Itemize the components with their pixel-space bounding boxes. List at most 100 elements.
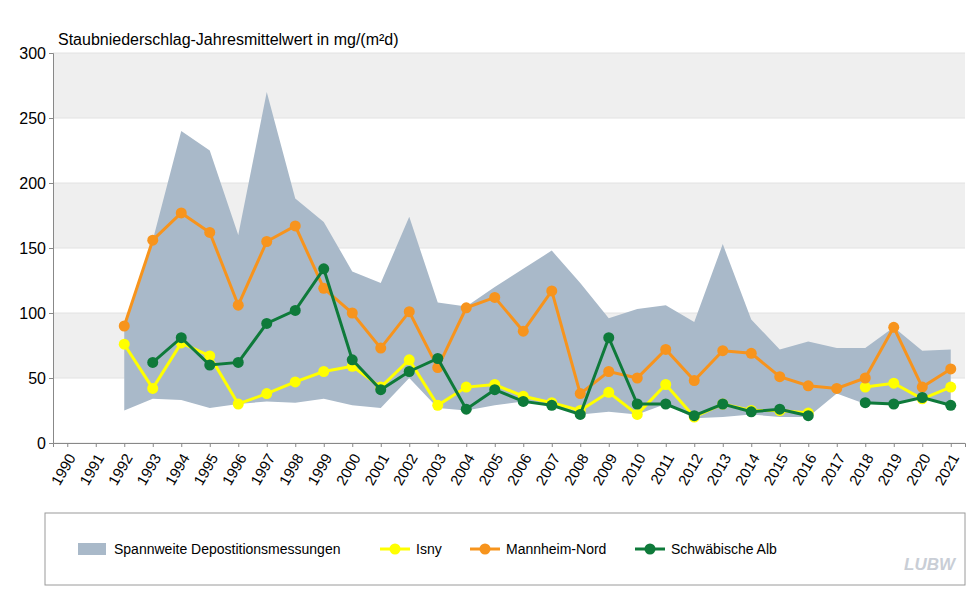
x-tick-mark [409, 443, 410, 447]
series-marker [888, 399, 899, 410]
x-tick-mark [324, 443, 325, 447]
x-tick: 2011 [647, 443, 678, 487]
x-tick-label: 2003 [418, 451, 449, 488]
series-marker [746, 348, 757, 359]
series-marker [147, 383, 158, 394]
series-line [124, 213, 951, 394]
legend-marker [390, 544, 401, 555]
title: Staubniederschlag-Jahresmittelwert in mg… [58, 31, 399, 48]
series-marker [660, 344, 671, 355]
series-marker [261, 388, 272, 399]
series-marker [461, 382, 472, 393]
x-tick-label: 2015 [760, 451, 791, 488]
series-marker [233, 357, 244, 368]
series-marker [803, 380, 814, 391]
x-tick-mark [780, 443, 781, 447]
series-marker [318, 366, 329, 377]
x-tick: 2010 [617, 443, 648, 488]
plot-area [119, 92, 957, 423]
series-marker [147, 235, 158, 246]
x-tick-label: 2011 [647, 451, 678, 487]
legend-marker [480, 544, 491, 555]
x-tick-label: 2012 [674, 451, 705, 488]
series-marker [461, 302, 472, 313]
x-tick: 2004 [446, 443, 477, 488]
x-tick-label: 2017 [817, 451, 848, 488]
range-area [124, 92, 951, 418]
series-marker [347, 354, 358, 365]
x-tick-label: 2008 [560, 451, 591, 488]
series-marker [860, 397, 871, 408]
series-marker [888, 378, 899, 389]
x-tick: 1994 [161, 443, 192, 488]
x-tick: 2007 [532, 443, 563, 488]
series-marker [717, 399, 728, 410]
x-tick: 2002 [389, 443, 420, 488]
y-tick-label: 300 [19, 45, 46, 62]
x-tick-label: 1997 [247, 451, 278, 488]
y-tick-mark [49, 313, 53, 314]
x-tick-mark [523, 443, 524, 447]
x-tick-mark [837, 443, 838, 447]
legend-label: Schwäbische Alb [671, 541, 777, 557]
series-marker [888, 322, 899, 333]
series-marker [233, 399, 244, 410]
x-tick: 1999 [304, 443, 335, 488]
x-tick-mark [637, 443, 638, 447]
x-tick-label: 2000 [332, 451, 363, 488]
legend-swatch [78, 543, 106, 555]
series-marker [746, 406, 757, 417]
y-tick: 250 [19, 110, 53, 127]
x-tick: 2015 [760, 443, 791, 488]
x-tick-label: 1999 [304, 451, 335, 488]
y-tick-label: 250 [19, 110, 46, 127]
x-tick: 2000 [332, 443, 363, 488]
x-tick: 1998 [275, 443, 306, 488]
x-tick-mark [210, 443, 211, 447]
series-marker [689, 410, 700, 421]
grid [53, 53, 965, 443]
y-tick-mark [49, 248, 53, 249]
x-tick-label: 2007 [532, 451, 563, 488]
series-marker [290, 376, 301, 387]
series-line [124, 343, 951, 417]
x-tick-mark [580, 443, 581, 447]
legend-label: Isny [416, 541, 442, 557]
x-tick-mark [922, 443, 923, 447]
x-tick: 1991 [76, 443, 107, 488]
y-tick-mark [49, 118, 53, 119]
series-marker [204, 227, 215, 238]
x-tick-mark [96, 443, 97, 447]
series-marker [489, 292, 500, 303]
series-marker [603, 387, 614, 398]
x-tick-label: 1994 [161, 451, 192, 488]
x-tick: 1992 [104, 443, 135, 488]
x-tick-mark [438, 443, 439, 447]
series-marker [575, 409, 586, 420]
x-tick: 2003 [418, 443, 449, 488]
x-tick-mark [808, 443, 809, 447]
x-tick-label: 1991 [76, 451, 107, 488]
x-tick: 1997 [247, 443, 278, 488]
y-tick-mark [49, 378, 53, 379]
x-tick-mark [352, 443, 353, 447]
x-tick-label: 2010 [617, 451, 648, 488]
series-marker [518, 326, 529, 337]
y-tick-label: 150 [19, 240, 46, 257]
series-marker [375, 384, 386, 395]
x-tick-label: 2002 [389, 451, 420, 488]
annotation: LUBW [904, 555, 957, 574]
x-tick-mark [865, 443, 866, 447]
x-tick-mark [552, 443, 553, 447]
x-tick: 2017 [817, 443, 848, 488]
series-marker [603, 332, 614, 343]
series-marker [176, 332, 187, 343]
series-marker [489, 384, 500, 395]
x-tick-label: 1990 [47, 451, 78, 488]
series-marker [917, 392, 928, 403]
series-line [153, 269, 951, 416]
x-tick: 2013 [703, 443, 734, 488]
series-marker [660, 379, 671, 390]
x-tick-label: 2013 [703, 451, 734, 488]
series-marker [233, 300, 244, 311]
